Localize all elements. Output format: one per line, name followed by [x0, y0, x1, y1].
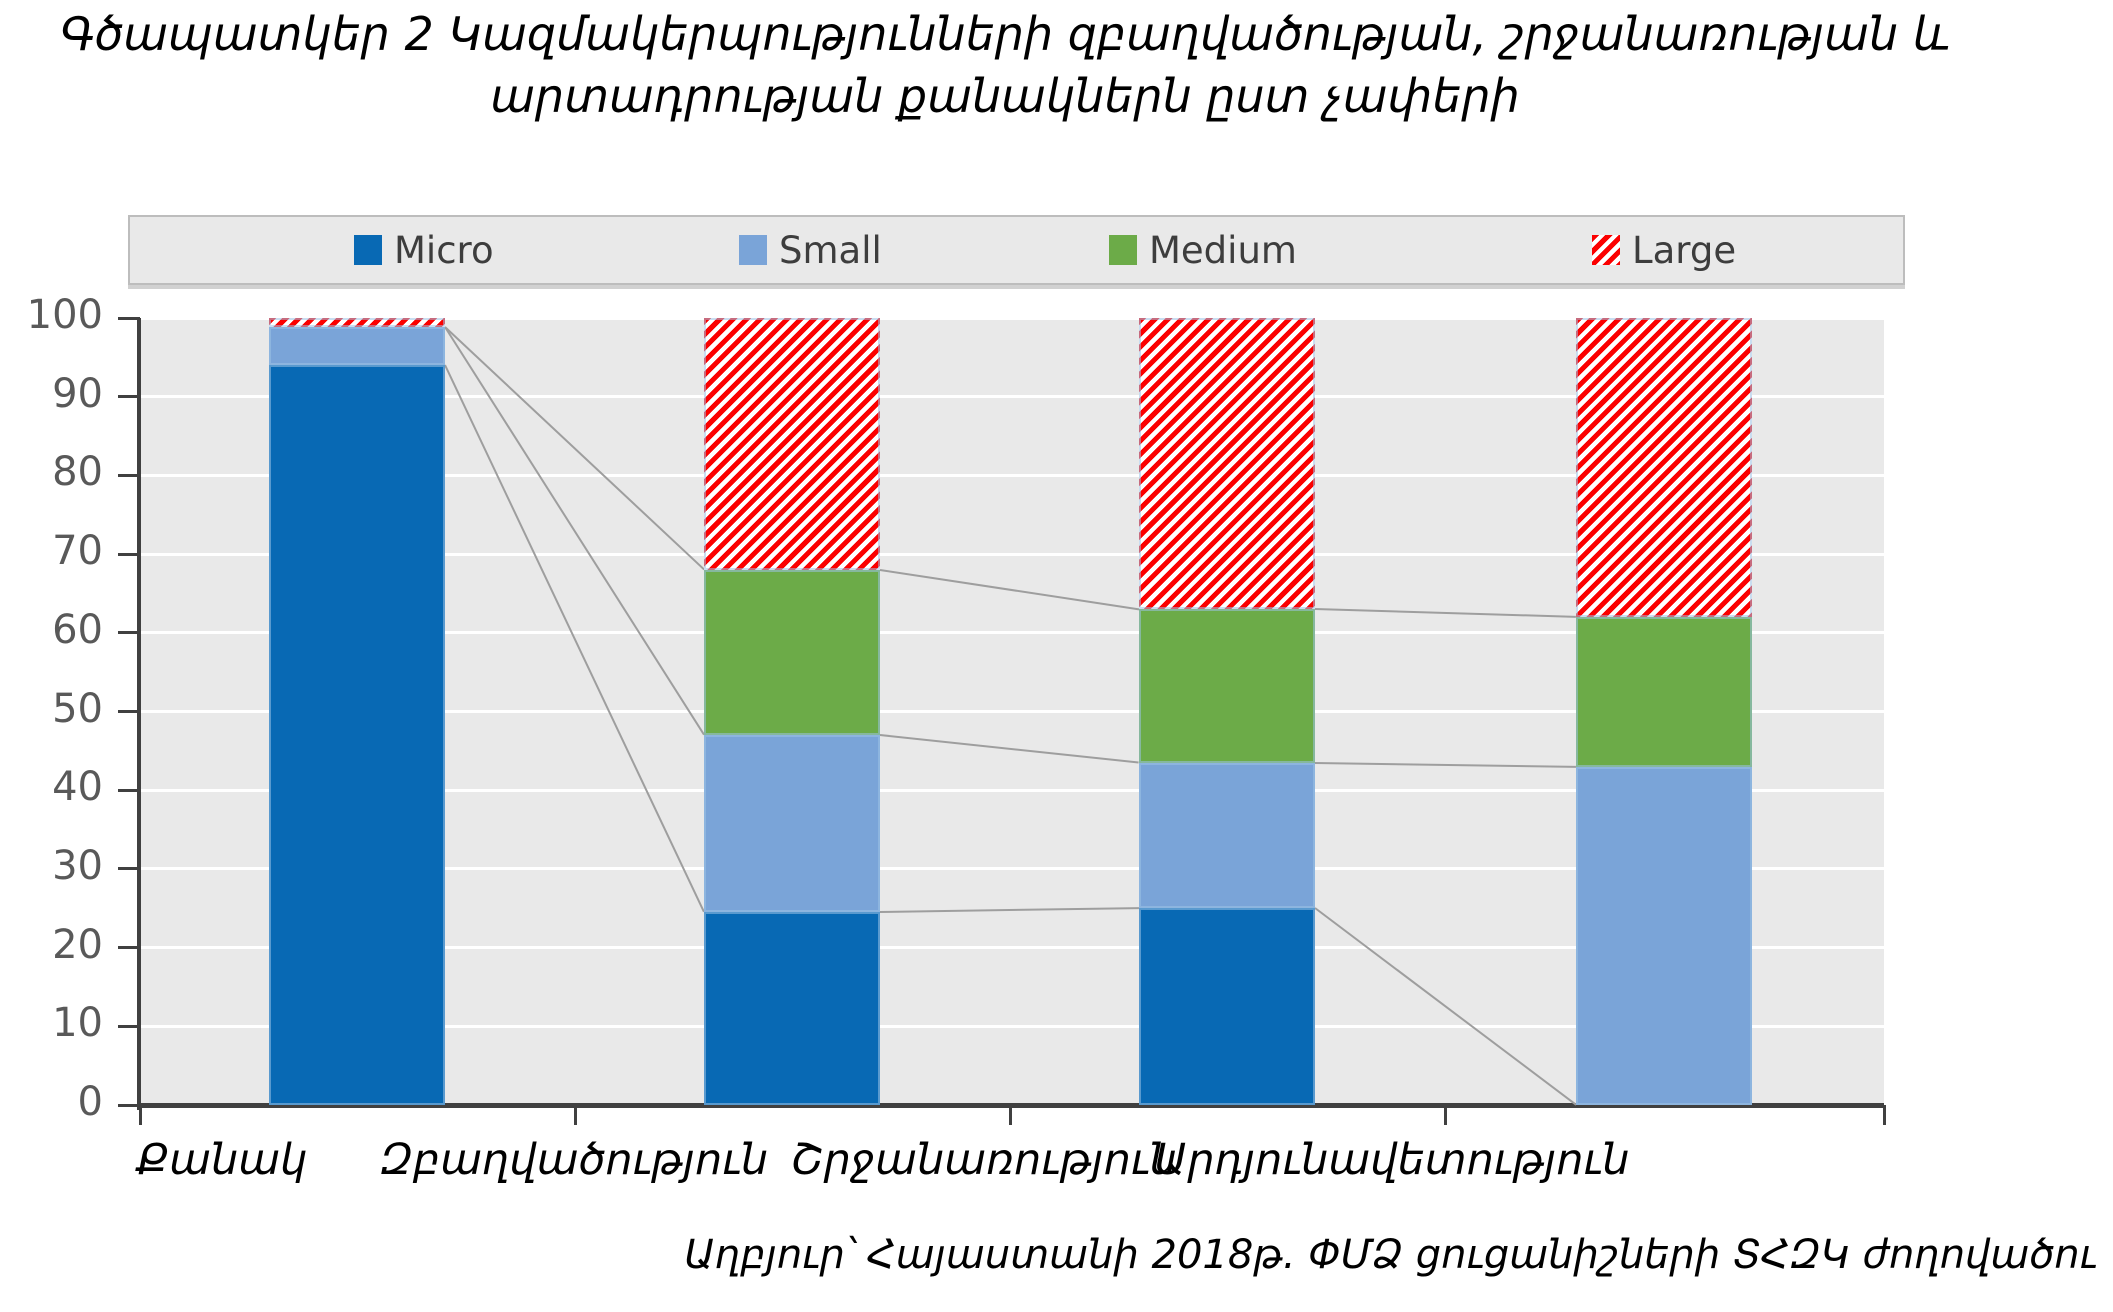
legend-marker-medium-icon: [1109, 235, 1137, 265]
bar-segment-small: [704, 735, 880, 913]
bar-segment-medium: [1576, 617, 1752, 767]
legend-item-large: Large: [1592, 217, 1736, 283]
legend-label: Medium: [1149, 228, 1297, 272]
y-axis-tick-label: 60: [52, 606, 103, 653]
legend: Micro Small Medium Large: [128, 215, 1905, 285]
legend-marker-large-icon: [1592, 235, 1620, 265]
y-axis-tick: [118, 1024, 140, 1028]
y-axis-tick: [118, 552, 140, 556]
y-axis-tick-label: 70: [52, 528, 103, 575]
legend-label: Small: [779, 228, 882, 272]
y-axis-tick: [118, 867, 140, 871]
y-axis-tick-label: 90: [52, 370, 103, 417]
bar-segment-small: [1576, 766, 1752, 1105]
x-axis-tick: [1882, 1105, 1886, 1125]
y-axis-tick: [118, 1103, 140, 1107]
y-axis-tick-label: 0: [77, 1079, 103, 1125]
x-axis-tick: [138, 1105, 142, 1125]
gridline: [140, 473, 1884, 477]
bar-segment-medium: [1139, 609, 1315, 763]
bar-segment-large: [269, 318, 445, 328]
y-axis-tick-label: 40: [52, 764, 103, 811]
chart-title: Գծապատկեր 2 Կազմակերպությունների զբաղված…: [0, 4, 2010, 127]
bar-segment-micro: [269, 365, 445, 1105]
x-axis-category-label: Արդյունավետություն: [1154, 1135, 1630, 1185]
y-axis-tick-label: 80: [52, 449, 103, 496]
bar-segment-large: [1576, 318, 1752, 618]
legend-label: Micro: [394, 228, 494, 272]
y-axis-tick-label: 20: [52, 921, 103, 968]
bar-segment-large: [1139, 318, 1315, 610]
gridline: [140, 946, 1884, 950]
gridline: [140, 788, 1884, 792]
gridline: [140, 1024, 1884, 1028]
bar-segment-small: [269, 327, 445, 366]
bar-segment-small: [1139, 762, 1315, 909]
bar-segment-medium: [704, 569, 880, 736]
gridline: [140, 316, 1884, 320]
legend-marker-micro-icon: [354, 235, 382, 265]
legend-item-small: Small: [739, 217, 882, 283]
bar-segment-micro: [1139, 908, 1315, 1105]
gridline: [140, 552, 1884, 556]
y-axis-tick-label: 30: [52, 842, 103, 889]
gridline: [140, 631, 1884, 635]
legend-label: Large: [1632, 228, 1737, 272]
x-axis-line: [137, 1103, 1884, 1108]
legend-item-micro: Micro: [354, 217, 494, 283]
x-axis-category-label: Զբաղվածություն: [379, 1135, 769, 1185]
x-axis-tick: [1008, 1105, 1012, 1125]
x-axis-tick: [573, 1105, 577, 1125]
y-axis-tick: [118, 631, 140, 635]
y-axis-tick: [118, 788, 140, 792]
y-axis-tick: [118, 395, 140, 399]
y-axis-tick-label: 100: [26, 292, 103, 338]
chart-title-line2: արտադրության քանակներն ըստ չափերի: [490, 68, 1520, 123]
gridline: [140, 867, 1884, 871]
legend-item-medium: Medium: [1109, 217, 1297, 283]
bar-segment-micro: [704, 912, 880, 1105]
y-axis-tick-label: 10: [52, 1000, 103, 1047]
y-axis-tick-label: 50: [52, 685, 103, 732]
y-axis-tick: [118, 946, 140, 950]
x-axis-category-label: Շրջանառություն: [791, 1135, 1177, 1185]
legend-marker-small-icon: [739, 235, 767, 265]
x-axis-category-label: Քանակ: [136, 1135, 308, 1185]
y-axis-tick: [118, 710, 140, 713]
y-axis-tick: [118, 316, 140, 320]
y-axis-tick: [118, 473, 140, 477]
chart-title-line1: Գծապատկեր 2 Կազմակերպությունների զբաղված…: [59, 7, 1951, 61]
x-axis-tick: [1443, 1105, 1447, 1125]
y-axis-line: [137, 318, 141, 1110]
source-note: Աղբյուր՝ Հայաստանի 2018թ. ՓՄՁ ցուցանիշնե…: [684, 1232, 2097, 1278]
gridline: [140, 395, 1884, 399]
bar-segment-large: [704, 318, 880, 570]
gridline: [140, 710, 1884, 713]
